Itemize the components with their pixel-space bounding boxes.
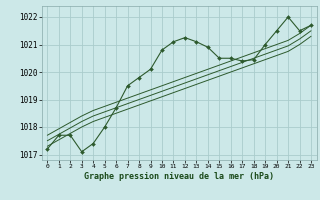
- X-axis label: Graphe pression niveau de la mer (hPa): Graphe pression niveau de la mer (hPa): [84, 172, 274, 181]
